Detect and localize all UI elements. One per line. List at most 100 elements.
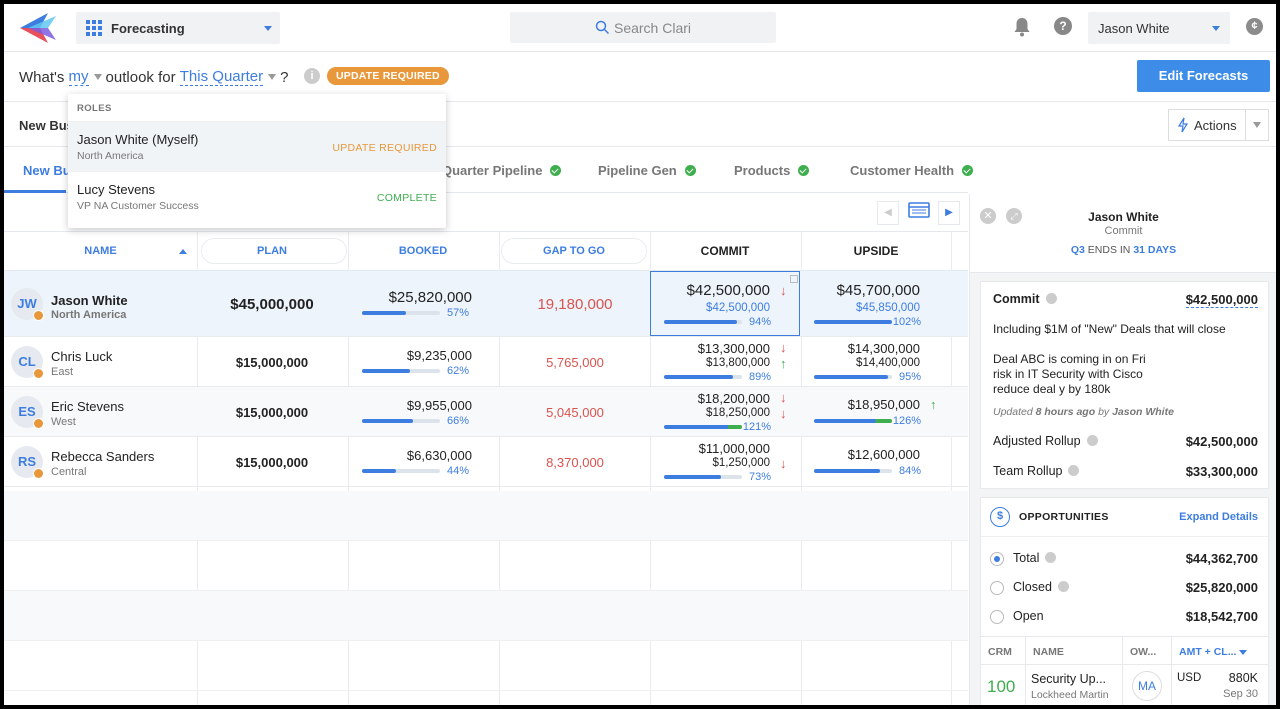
team-rollup-value: $33,300,000 <box>1185 464 1258 479</box>
role-option[interactable]: Jason White (Myself) North America UPDAT… <box>68 121 446 171</box>
table-row[interactable]: JW Jason White North America $45,000,000… <box>4 271 968 337</box>
role-subtitle: North America <box>77 150 144 162</box>
chevron-down-icon[interactable] <box>268 74 277 80</box>
opp-open-label: Open <box>1013 609 1044 623</box>
bell-icon[interactable] <box>1013 17 1031 37</box>
column-header-name[interactable]: NAME <box>4 232 197 270</box>
tab-products[interactable]: Products <box>734 163 810 178</box>
status-dot-icon <box>33 368 44 379</box>
column-header-amount[interactable]: AMT + CL... <box>1179 646 1248 658</box>
expand-icon[interactable]: ⤢ <box>1006 208 1022 224</box>
period-selector[interactable]: This Quarter <box>179 68 264 86</box>
opp-name[interactable]: Security Up... <box>1031 672 1107 686</box>
commit-value[interactable]: $13,300,000 <box>697 341 770 356</box>
upside-value[interactable]: $12,600,000 <box>847 447 920 462</box>
arrow-up-icon: ↑ <box>930 397 937 412</box>
commit-value[interactable]: $18,200,000 <box>697 391 770 406</box>
search-input[interactable]: Search Clari <box>510 12 776 43</box>
tab-pipeline-gen[interactable]: Pipeline Gen <box>598 163 696 178</box>
tab-quarter-pipeline[interactable]: Quarter Pipeline <box>442 163 562 178</box>
booked-value: $9,235,000 <box>406 348 472 363</box>
column-header-booked[interactable]: BOOKED <box>398 245 448 257</box>
table-row[interactable]: ES Eric Stevens West $15,000,000 $9,955,… <box>4 387 968 437</box>
apps-grid-icon <box>86 20 102 36</box>
close-icon[interactable]: ✕ <box>980 208 996 224</box>
rep-name[interactable]: Jason White <box>51 293 128 308</box>
gap-value: 19,180,000 <box>537 296 613 313</box>
dollar-circle-icon: $ <box>990 507 1010 527</box>
role-selector[interactable]: my <box>68 68 89 86</box>
edit-forecasts-button[interactable]: Edit Forecasts <box>1137 60 1270 92</box>
commit-progress <box>664 475 742 479</box>
radio-closed[interactable] <box>990 581 1004 595</box>
search-placeholder: Search Clari <box>613 19 692 36</box>
roles-heading: ROLES <box>77 103 112 114</box>
adjusted-rollup-label: Adjusted Rollup <box>993 434 1098 448</box>
arrow-down-icon: ↓ <box>780 283 787 298</box>
currency-icon[interactable]: ¢ <box>1246 18 1263 35</box>
calendar-icon[interactable] <box>904 201 934 225</box>
info-icon[interactable] <box>1057 581 1069 592</box>
scroll-right-button[interactable]: ▶ <box>938 201 960 225</box>
upside-value[interactable]: $14,300,000 <box>847 341 920 356</box>
actions-button[interactable]: Actions <box>1168 109 1269 141</box>
rep-name[interactable]: Rebecca Sanders <box>51 449 155 464</box>
opp-total-value: $44,362,700 <box>1185 551 1258 566</box>
column-header-crm[interactable]: CRM <box>988 646 1012 658</box>
info-icon[interactable]: i <box>304 68 320 84</box>
upside-value[interactable]: $18,950,000 <box>847 397 920 412</box>
upside-value[interactable]: $45,700,000 <box>836 282 920 299</box>
user-menu[interactable]: Jason White <box>1088 12 1230 44</box>
arrow-down-icon: ↓ <box>780 340 787 355</box>
chevron-down-icon[interactable] <box>93 74 102 80</box>
booked-percent: 62% <box>446 365 469 377</box>
check-icon <box>550 165 562 176</box>
opp-total-label: Total <box>1013 551 1057 565</box>
column-header-upside[interactable]: UPSIDE <box>853 244 899 258</box>
column-header-commit[interactable]: COMMIT <box>700 244 750 258</box>
outlook-question: What's my outlook for This Quarter ? <box>19 68 288 86</box>
radio-total[interactable] <box>990 552 1004 566</box>
table-row[interactable]: RS Rebecca Sanders Central $15,000,000 $… <box>4 437 968 487</box>
plan-value: $15,000,000 <box>235 455 309 470</box>
app-switcher[interactable]: Forecasting <box>76 12 280 44</box>
radio-open[interactable] <box>990 610 1004 624</box>
check-icon <box>684 165 696 176</box>
detail-panel-header: ✕ ⤢ Jason White Commit Q3 ENDS IN 31 DAY… <box>970 194 1276 273</box>
info-icon[interactable] <box>1086 435 1098 446</box>
tab-customer-health[interactable]: Customer Health <box>850 163 974 178</box>
help-icon[interactable]: ? <box>1054 17 1072 35</box>
booked-percent: 66% <box>446 415 469 427</box>
active-tab-indicator <box>4 190 66 193</box>
question-suffix: ? <box>280 68 289 86</box>
table-row[interactable]: CL Chris Luck East $15,000,000 $9,235,00… <box>4 337 968 387</box>
info-icon[interactable] <box>1045 293 1057 304</box>
commit-percent: 94% <box>748 316 771 328</box>
clari-logo-icon[interactable] <box>18 10 60 46</box>
commit-value[interactable]: $11,000,000 <box>698 441 770 456</box>
expand-details-link[interactable]: Expand Details <box>1179 511 1258 523</box>
booked-value: $25,820,000 <box>388 289 472 306</box>
commit-cell-selected[interactable] <box>650 271 800 336</box>
top-bar: Forecasting Search Clari ? Jason White ¢ <box>4 4 1276 52</box>
rep-name[interactable]: Chris Luck <box>51 349 113 364</box>
rep-name[interactable]: Eric Stevens <box>51 399 124 414</box>
info-icon[interactable] <box>1068 465 1080 476</box>
upside-percent: 95% <box>898 371 921 383</box>
commit-label: Commit <box>993 292 1057 306</box>
tab-new-business[interactable]: New Bu <box>23 163 71 178</box>
scroll-left-button[interactable]: ◀ <box>877 201 899 225</box>
column-header-name[interactable]: NAME <box>1033 646 1064 658</box>
commit-sub-value: $13,800,000 <box>706 357 770 369</box>
commit-amount[interactable]: $42,500,000 <box>1185 292 1258 308</box>
role-option[interactable]: Lucy Stevens VP NA Customer Success COMP… <box>68 171 446 221</box>
column-header-plan[interactable]: PLAN <box>257 245 287 257</box>
edit-cell-icon[interactable] <box>790 275 798 283</box>
column-header-owner[interactable]: OW... <box>1130 646 1157 658</box>
booked-value: $9,955,000 <box>406 398 472 413</box>
rep-region: West <box>51 416 76 428</box>
column-header-gap[interactable]: GAP TO GO <box>543 245 605 257</box>
updated-info: Updated 8 hours ago by Jason White <box>993 406 1174 418</box>
commit-value[interactable]: $42,500,000 <box>686 282 770 299</box>
info-icon[interactable] <box>1045 552 1057 563</box>
